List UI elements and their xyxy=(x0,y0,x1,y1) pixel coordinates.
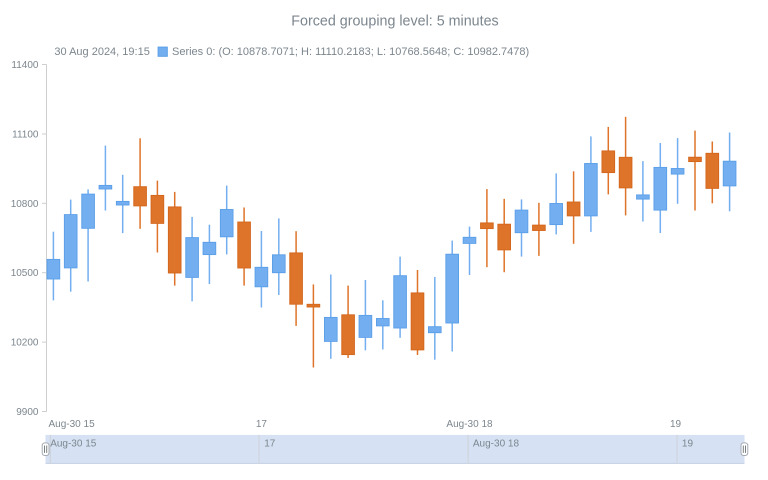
svg-text:10800: 10800 xyxy=(11,199,39,210)
svg-text:17: 17 xyxy=(256,419,268,430)
svg-text:11400: 11400 xyxy=(11,60,39,71)
svg-text:19: 19 xyxy=(682,439,694,450)
svg-text:Aug-30 18: Aug-30 18 xyxy=(446,419,493,430)
svg-text:Forced grouping level: 5 minut: Forced grouping level: 5 minutes xyxy=(291,14,498,30)
svg-text:Series 0: (O: 10878.7071; H: 1: Series 0: (O: 10878.7071; H: 11110.2183;… xyxy=(172,46,529,58)
svg-text:30 Aug 2024, 19:15: 30 Aug 2024, 19:15 xyxy=(54,46,149,58)
svg-text:Aug-30 15: Aug-30 15 xyxy=(50,439,97,450)
svg-text:19: 19 xyxy=(670,419,682,430)
svg-text:17: 17 xyxy=(264,439,276,450)
svg-text:Aug-30 15: Aug-30 15 xyxy=(49,419,96,430)
svg-text:11100: 11100 xyxy=(12,130,39,141)
svg-text:10200: 10200 xyxy=(11,338,39,349)
svg-text:10500: 10500 xyxy=(11,268,39,279)
svg-text:9900: 9900 xyxy=(16,407,39,418)
svg-text:Aug-30 18: Aug-30 18 xyxy=(473,439,520,450)
